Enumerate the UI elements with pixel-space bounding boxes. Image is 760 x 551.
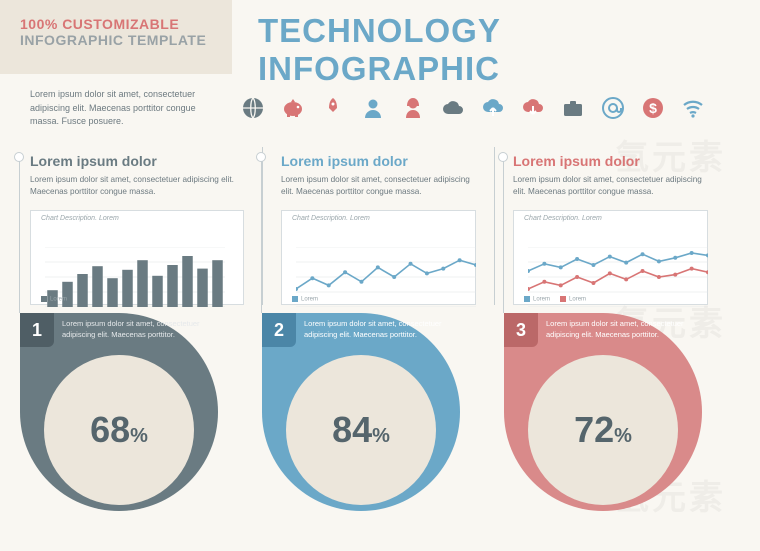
badge-line-1: 100% CUSTOMIZABLE xyxy=(20,16,212,32)
drop-text: Lorem ipsum dolor sit amet, consectetuer… xyxy=(546,319,690,340)
cloud-icon xyxy=(440,95,466,121)
intro-text: Lorem ipsum dolor sit amet, consectetuer… xyxy=(30,88,240,129)
chart-legend: LoremLorem xyxy=(524,296,586,303)
drop: 2 Lorem ipsum dolor sit amet, consectetu… xyxy=(262,313,460,511)
connector-line xyxy=(261,157,262,313)
header-title-wrap: TECHNOLOGY INFOGRAPHIC xyxy=(232,0,760,74)
header-badge: 100% CUSTOMIZABLE INFOGRAPHIC TEMPLATE xyxy=(0,0,232,74)
cloud-download-icon xyxy=(520,95,546,121)
drop-number: 3 xyxy=(504,313,538,347)
drop-number: 2 xyxy=(262,313,296,347)
page-title: TECHNOLOGY INFOGRAPHIC xyxy=(258,12,734,88)
drop-inner-circle: 72% xyxy=(528,355,678,505)
columns: Lorem ipsum dolor Lorem ipsum dolor sit … xyxy=(0,135,760,306)
rocket-icon xyxy=(320,95,346,121)
piggy-bank-icon xyxy=(280,95,306,121)
column-title: Lorem ipsum dolor xyxy=(513,153,708,169)
icon-strip: $ xyxy=(240,95,734,121)
connector-line xyxy=(503,157,504,313)
person-female-icon xyxy=(400,95,426,121)
chart-description: Chart Description. Lorem xyxy=(292,215,469,222)
wifi-icon xyxy=(680,95,706,121)
column: Lorem ipsum dolor Lorem ipsum dolor sit … xyxy=(30,147,262,306)
drop: 1 Lorem ipsum dolor sit amet, consectetu… xyxy=(20,313,218,511)
drop-percent: 84% xyxy=(332,409,390,451)
dollar-coin-icon: $ xyxy=(640,95,666,121)
drop-text: Lorem ipsum dolor sit amet, consectetuer… xyxy=(304,319,448,340)
column: Lorem ipsum dolor Lorem ipsum dolor sit … xyxy=(494,147,726,306)
person-male-icon xyxy=(360,95,386,121)
chart: Chart Description. Lorem Lorem xyxy=(281,210,476,305)
column-title: Lorem ipsum dolor xyxy=(281,153,476,169)
drop-percent: 72% xyxy=(574,409,632,451)
column-body: Lorem ipsum dolor sit amet, consectetuer… xyxy=(513,174,708,199)
drop-text: Lorem ipsum dolor sit amet, consectetuer… xyxy=(62,319,206,340)
column-body: Lorem ipsum dolor sit amet, consectetuer… xyxy=(30,174,244,199)
column-body: Lorem ipsum dolor sit amet, consectetuer… xyxy=(281,174,476,199)
globe-icon xyxy=(240,95,266,121)
chart-description: Chart Description. Lorem xyxy=(524,215,701,222)
drop-percent: 68% xyxy=(90,409,148,451)
cloud-upload-icon xyxy=(480,95,506,121)
chart-description: Chart Description. Lorem xyxy=(41,215,237,222)
connector-line xyxy=(19,157,20,313)
chart-legend: Lorem xyxy=(292,296,318,303)
chart: Chart Description. Lorem LoremLorem xyxy=(513,210,708,305)
drop-inner-circle: 84% xyxy=(286,355,436,505)
drop-inner-circle: 68% xyxy=(44,355,194,505)
badge-line-2: INFOGRAPHIC TEMPLATE xyxy=(20,32,212,48)
chart-legend: Lorem xyxy=(41,296,67,303)
svg-text:$: $ xyxy=(649,100,657,116)
drop-number: 1 xyxy=(20,313,54,347)
column-title: Lorem ipsum dolor xyxy=(30,153,244,169)
column: Lorem ipsum dolor Lorem ipsum dolor sit … xyxy=(262,147,494,306)
chart: Chart Description. Lorem Lorem xyxy=(30,210,244,305)
drop: 3 Lorem ipsum dolor sit amet, consectetu… xyxy=(504,313,702,511)
at-sign-icon xyxy=(600,95,626,121)
header: 100% CUSTOMIZABLE INFOGRAPHIC TEMPLATE T… xyxy=(0,0,760,74)
briefcase-icon xyxy=(560,95,586,121)
